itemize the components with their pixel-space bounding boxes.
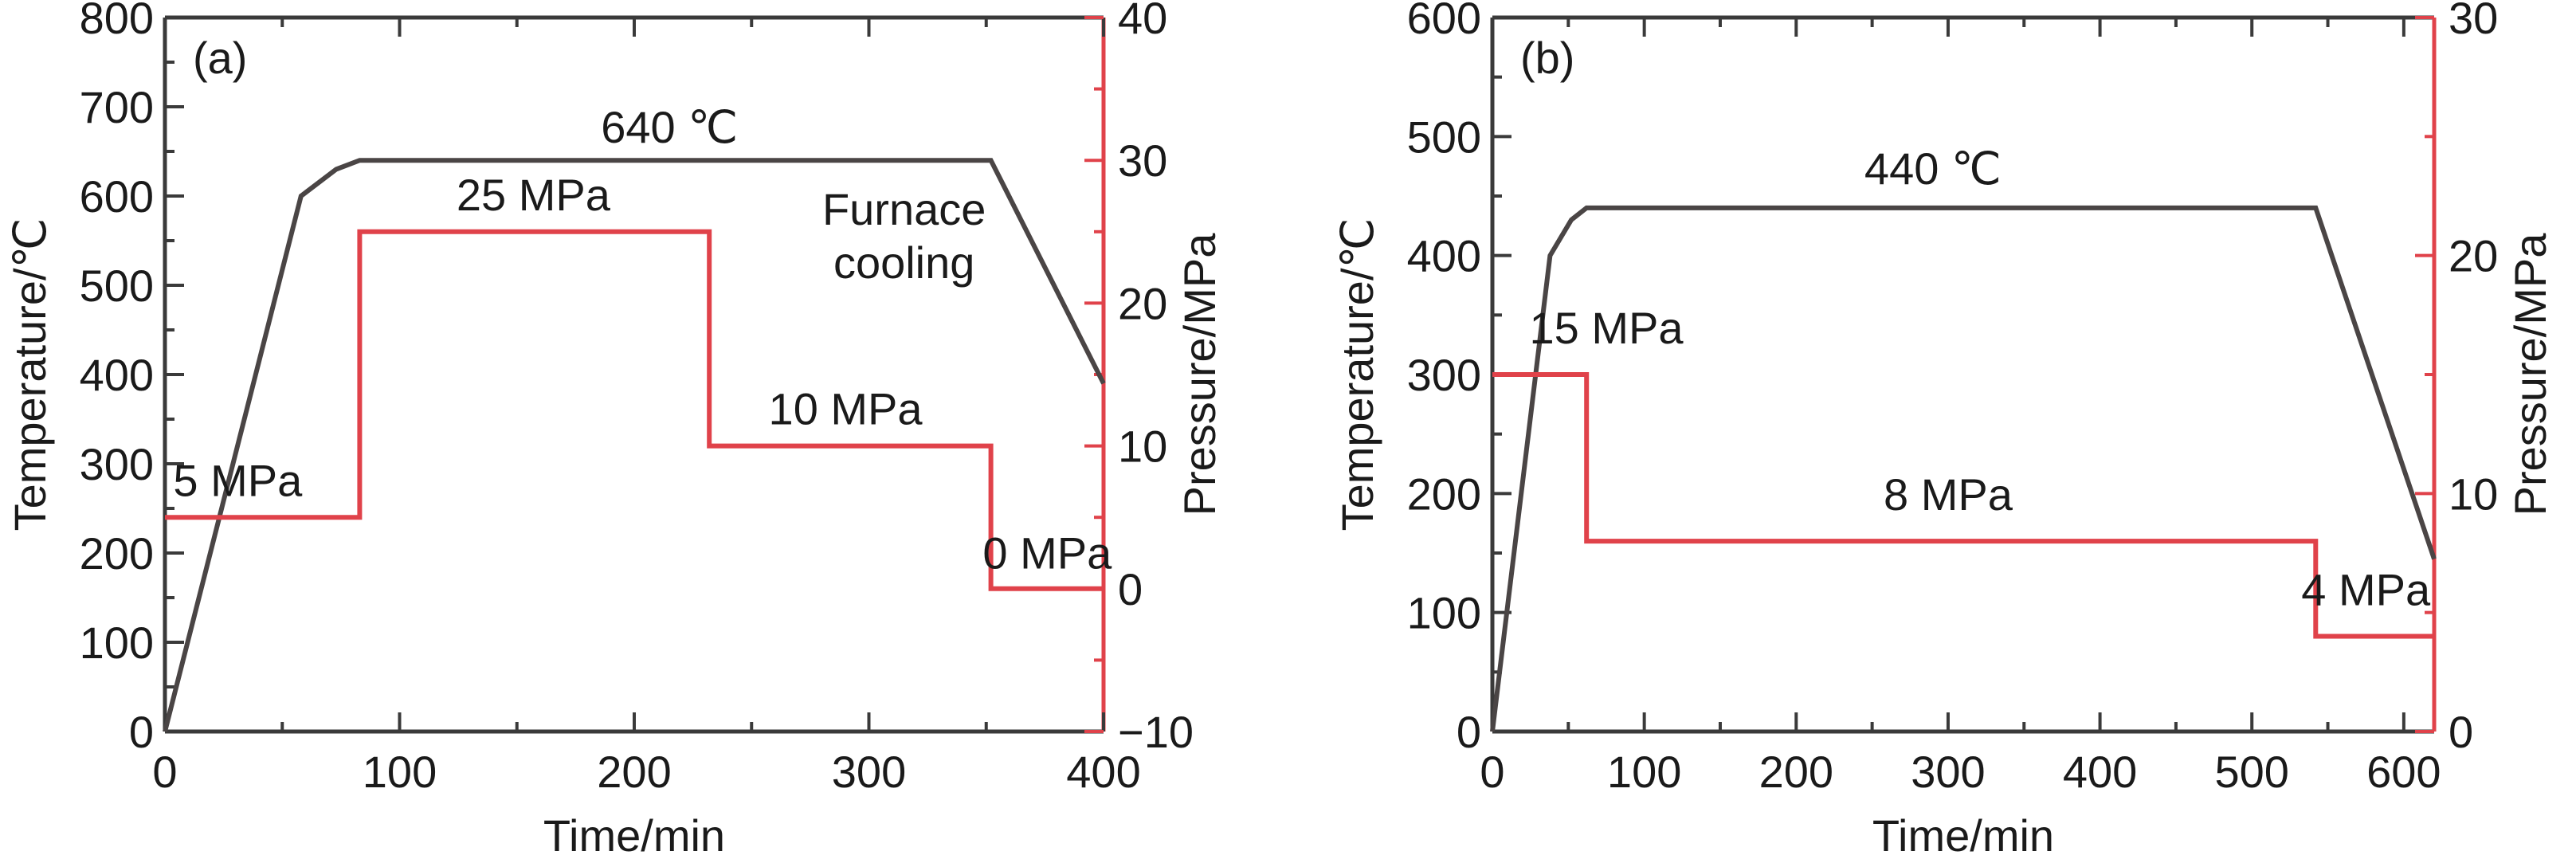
annotation-label: 15 MPa (1529, 303, 1684, 353)
y-left-tick-label: 400 (1407, 231, 1481, 281)
y-right-tick-label: 10 (2449, 469, 2498, 519)
y-right-tick-label: 30 (2449, 0, 2498, 43)
y-left-tick-label: 200 (80, 528, 154, 579)
y-left-tick-label: 600 (80, 171, 154, 222)
y-left-tick-label: 500 (1407, 112, 1481, 162)
y-left-tick-label: 800 (80, 0, 154, 43)
x-tick-label: 300 (1911, 747, 1985, 797)
x-axis-title: Time/min (1872, 810, 2054, 861)
y-left-axis-title: Temperature/℃ (1332, 218, 1382, 532)
x-tick-label: 500 (2215, 747, 2289, 797)
y-left-tick-label: 500 (80, 261, 154, 311)
panel-label: (a) (193, 33, 247, 83)
annotation-label: 25 MPa (457, 170, 611, 220)
annotation-label: 440 ℃ (1864, 143, 2002, 194)
y-left-tick-label: 200 (1407, 469, 1481, 519)
x-tick-label: 400 (2063, 747, 2137, 797)
y-right-axis-title: Pressure/MPa (2505, 233, 2555, 516)
y-right-tick-label: 30 (1118, 135, 1167, 186)
annotation-label: 10 MPa (769, 384, 923, 434)
y-left-tick-label: 0 (129, 707, 154, 757)
y-left-tick-label: 400 (80, 350, 154, 400)
x-tick-label: 200 (597, 747, 671, 797)
pressure-series-line (165, 229, 1104, 591)
x-tick-label: 100 (1607, 747, 1681, 797)
x-axis-title: Time/min (543, 810, 725, 861)
y-right-tick-label: 20 (2449, 231, 2498, 281)
annotation-label: 8 MPa (1884, 469, 2013, 520)
y-right-tick-label: 40 (1118, 0, 1167, 43)
x-tick-label: 200 (1759, 747, 1833, 797)
annotation-label: cooling (833, 237, 974, 288)
y-right-tick-label: −10 (1118, 707, 1194, 757)
y-right-tick-label: 10 (1118, 422, 1167, 472)
y-left-tick-label: 300 (80, 439, 154, 489)
chart-panel-a: 0 100 200 300 4000100200300400500600700800−1… (5, 0, 1225, 861)
y-right-axis-title: Pressure/MPa (1174, 233, 1225, 516)
x-tick-label: 0 (152, 747, 177, 797)
annotation-label: 0 MPa (982, 528, 1112, 579)
temperature-series-line (163, 158, 1106, 732)
annotation-label: 640 ℃ (601, 102, 738, 152)
x-tick-label: 300 (832, 747, 906, 797)
x-tick-label: 600 (2366, 747, 2441, 797)
y-left-tick-label: 100 (1407, 588, 1481, 638)
y-right-tick-label: 0 (1118, 564, 1143, 614)
pressure-series-line (1492, 372, 2434, 639)
y-left-tick-label: 0 (1457, 707, 1481, 757)
annotation-label: Furnace (822, 184, 986, 234)
y-right-tick-label: 0 (2449, 707, 2473, 757)
temperature-series-line (1490, 205, 2437, 732)
x-tick-label: 0 (1480, 747, 1504, 797)
y-right-tick-label: 20 (1118, 278, 1167, 328)
chart-panel-b: 0 100 200 300 400 500 600010020030040050060001… (1332, 0, 2555, 861)
y-left-tick-label: 300 (1407, 350, 1481, 400)
panel-label: (b) (1520, 33, 1574, 83)
x-tick-label: 400 (1066, 747, 1140, 797)
annotation-label: 5 MPa (173, 455, 303, 505)
y-left-tick-label: 100 (80, 618, 154, 668)
x-tick-label: 100 (363, 747, 437, 797)
annotation-label: 4 MPa (2301, 565, 2431, 615)
y-left-axis-title: Temperature/℃ (5, 218, 55, 532)
y-left-tick-label: 600 (1407, 0, 1481, 43)
y-left-tick-label: 700 (80, 82, 154, 132)
